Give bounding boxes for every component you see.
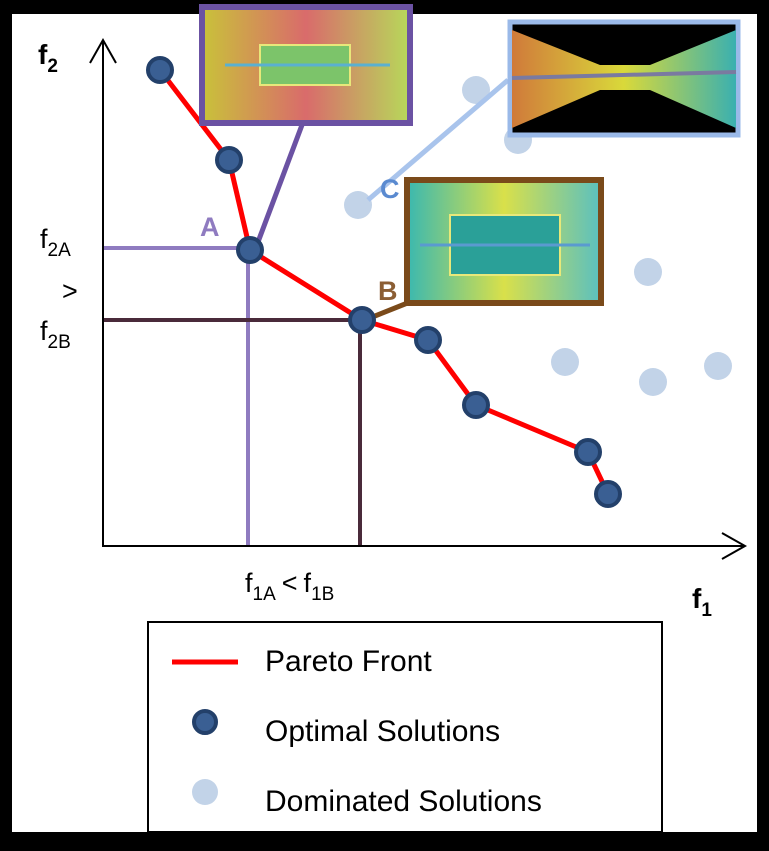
legend-label: Optimal Solutions <box>265 715 500 748</box>
inset-b <box>407 180 601 303</box>
y-annotation: > <box>62 276 78 306</box>
point-label: B <box>378 276 398 306</box>
point-label: C <box>380 174 400 204</box>
inset-a <box>202 7 410 123</box>
inset-c <box>510 22 738 135</box>
page: A B C f2 f1 f2A > f2B f1A<f1B Pareto Fro… <box>0 0 769 851</box>
diagram: A B C f2 f1 f2A > f2B f1A<f1B Pareto Fro… <box>0 0 769 846</box>
legend-label: Pareto Front <box>265 645 432 678</box>
legend: Pareto Front Optimal Solutions Dominated… <box>148 622 662 832</box>
legend-label: Dominated Solutions <box>265 785 542 818</box>
point-label: A <box>200 212 220 242</box>
